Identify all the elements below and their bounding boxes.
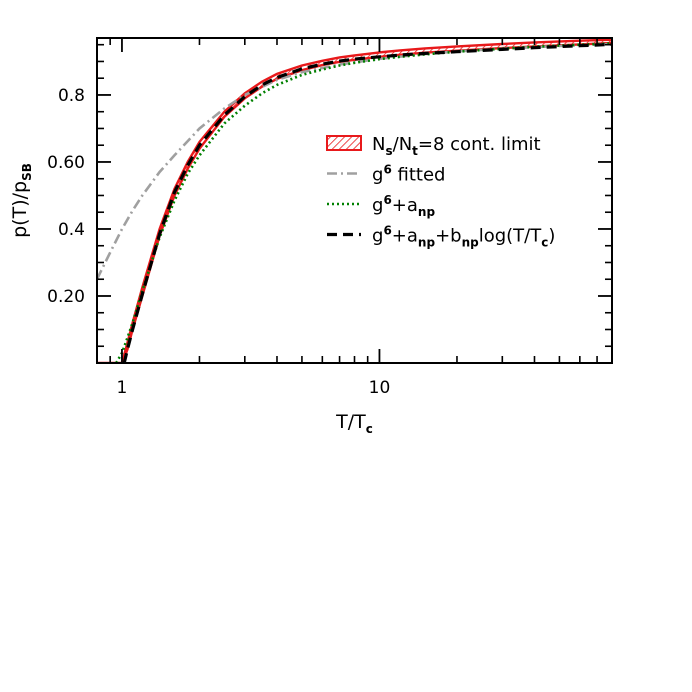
text-segment: 6 (383, 193, 391, 207)
series-band-band (97, 38, 612, 363)
text-segment: T/T (335, 411, 366, 433)
text-segment: /N (393, 134, 413, 155)
series-line-g6anp (115, 42, 612, 363)
y-tick-label: 0.20 (47, 287, 85, 307)
text-segment: fitted (392, 165, 446, 186)
text-segment: +a (392, 226, 418, 247)
legend-swatch-band (326, 135, 362, 151)
text-segment: g (372, 195, 383, 216)
x-tick-label: 1 (117, 378, 128, 398)
text-segment: np (462, 236, 480, 250)
text-segment: t (412, 144, 418, 158)
legend-label-band: Ns/Nt=8 cont. limit (372, 134, 541, 158)
x-axis-title: T/Tc (335, 411, 373, 436)
text-segment: 6 (383, 224, 391, 238)
text-segment: c (541, 236, 548, 250)
text-segment: +a (392, 195, 418, 216)
y-tick-label: 0.4 (58, 220, 85, 240)
text-segment: g (372, 165, 383, 186)
legend-label-g6fit: g6 fitted (372, 163, 445, 186)
text-segment: s (385, 144, 392, 158)
axis-labels: T/Tc p(T)/pSB (9, 163, 373, 436)
text-segment: np (418, 205, 436, 219)
text-segment: =8 cont. limit (418, 134, 541, 155)
plot-area (97, 38, 612, 363)
y-tick-label: 0.60 (47, 153, 85, 173)
legend-label-g6anpbnp: g6+anp+bnplog(T/Tc) (372, 224, 555, 250)
text-segment: +b (435, 226, 462, 247)
text-segment: np (418, 236, 436, 250)
x-tick-label: 10 (369, 378, 391, 398)
y-tick-label: 0.8 (58, 86, 85, 106)
text-segment: N (372, 134, 385, 155)
text-segment: g (372, 226, 383, 247)
text-segment: 6 (383, 163, 391, 177)
axes: 1 10 0.20 0.4 0.60 0.8 (47, 37, 613, 398)
y-axis-title: p(T)/pSB (9, 163, 34, 238)
text-segment: log(T/T (479, 226, 543, 247)
text-segment: p(T)/p (9, 181, 31, 238)
legend-label-g6anp: g6+anp (372, 193, 435, 219)
text-segment: c (366, 422, 373, 436)
text-segment: ) (548, 226, 555, 247)
text-segment: SB (20, 163, 34, 181)
